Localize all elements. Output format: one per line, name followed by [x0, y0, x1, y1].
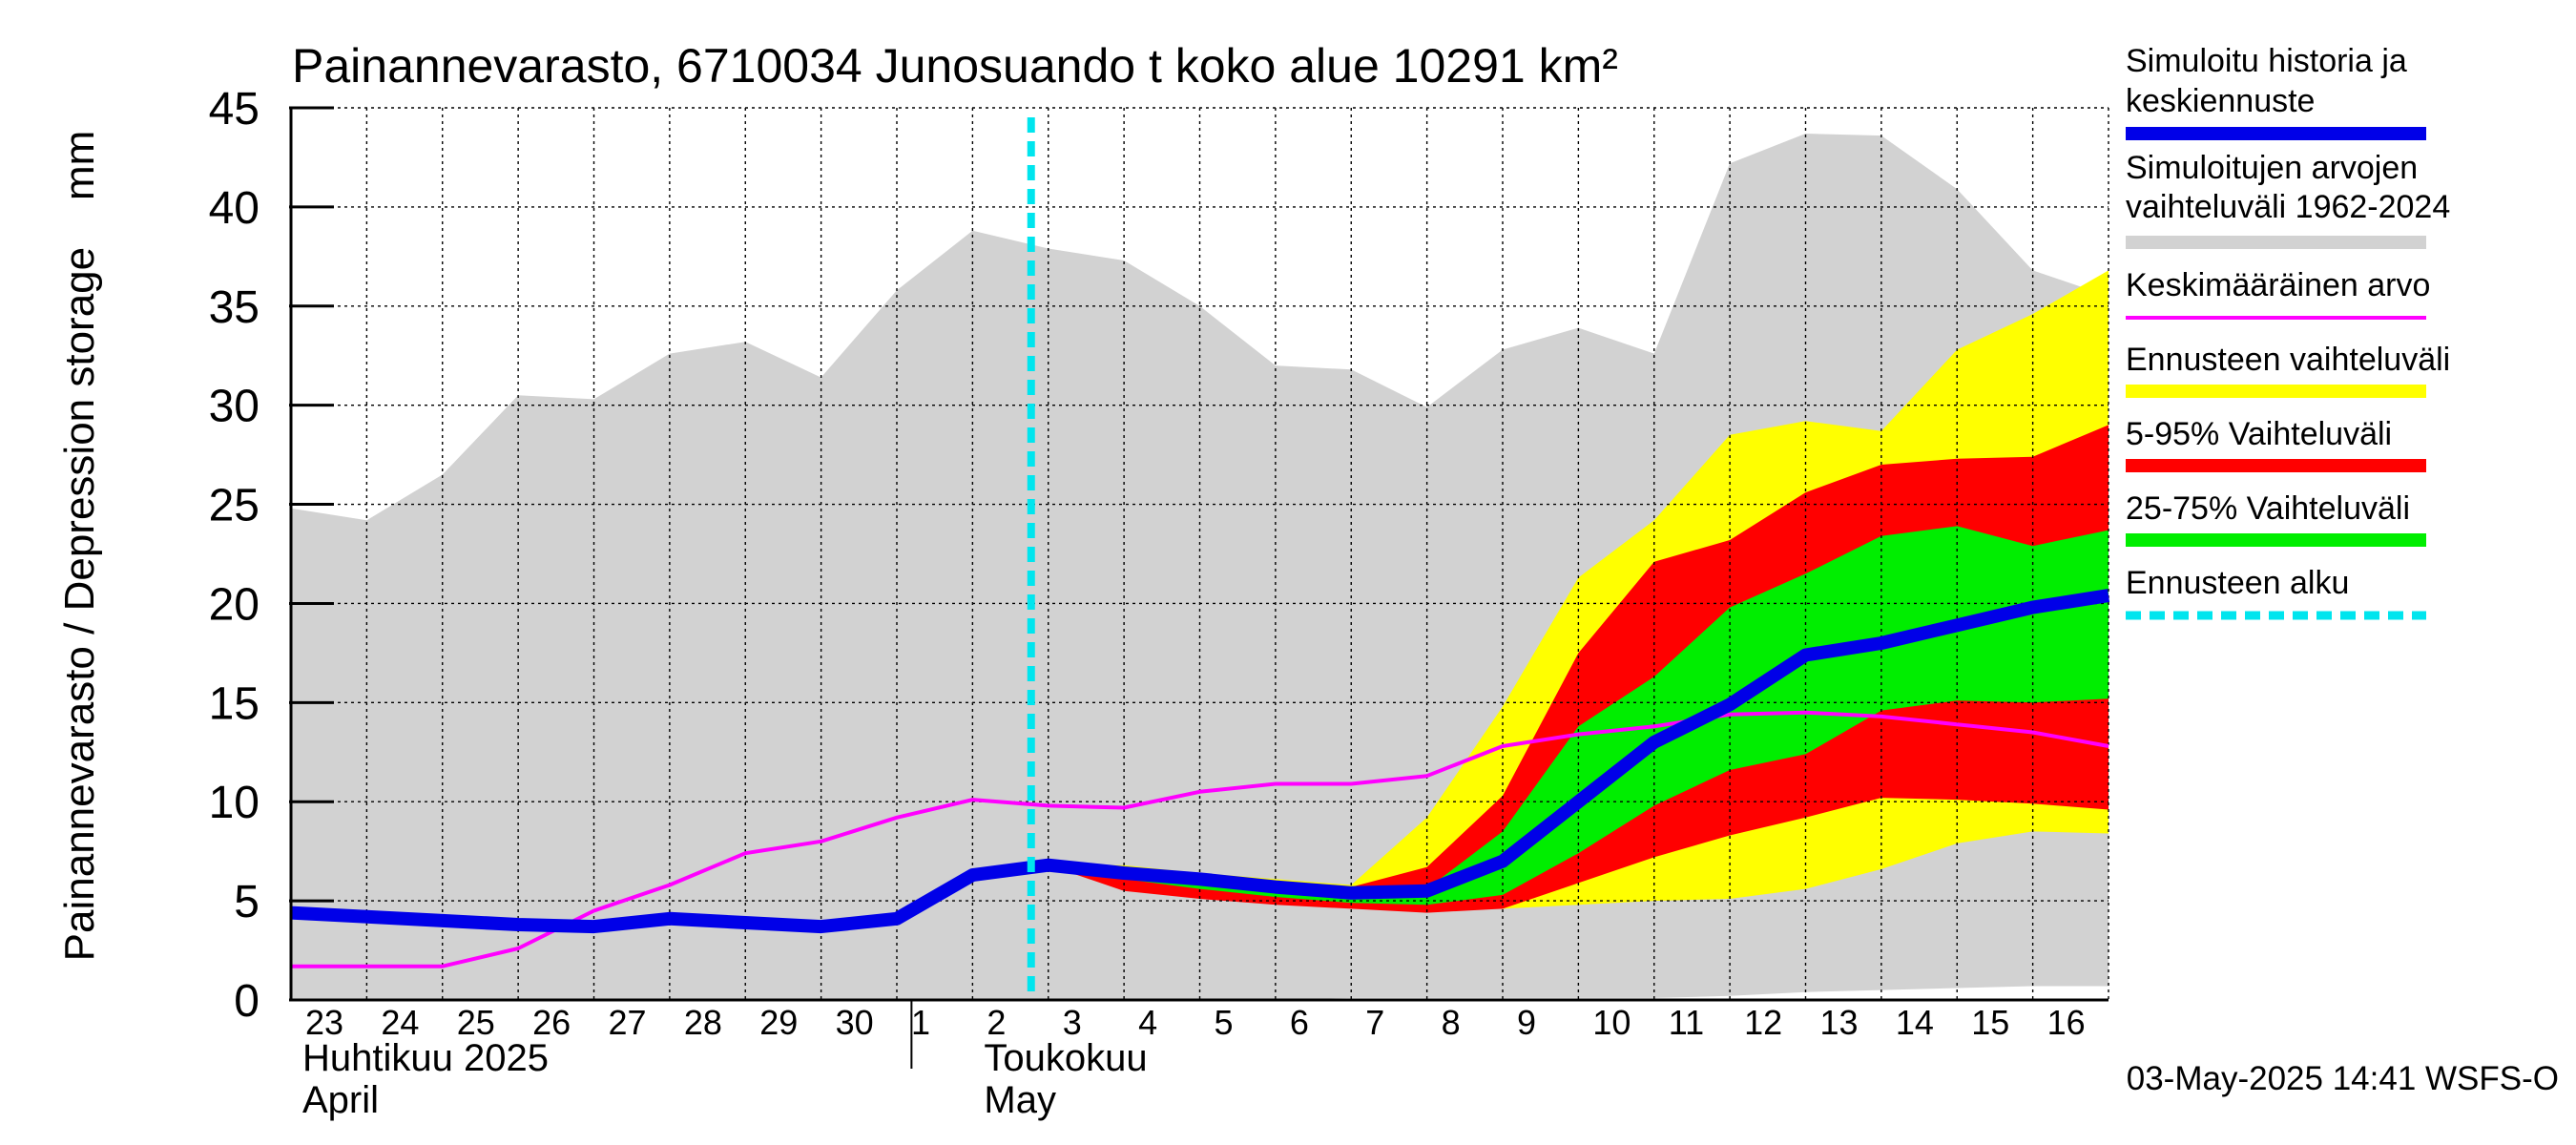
month-label-en: May	[984, 1079, 1056, 1121]
x-tick-label: 8	[1442, 1003, 1461, 1042]
text-layer: Painannevarasto, 6710034 Junosuando t ko…	[56, 39, 2559, 1121]
legend: Simuloitu historia ja keskiennuste Simuloi…	[2126, 43, 2450, 620]
x-tick-label: 24	[381, 1003, 419, 1042]
legend-label: keskiennuste	[2126, 83, 2315, 119]
y-tick-label: 5	[234, 877, 260, 927]
legend-label: Simuloitujen arvojen	[2126, 150, 2418, 186]
x-tick-label: 1	[911, 1003, 930, 1042]
legend-label: 25-75% Vaihteluväli	[2126, 490, 2410, 527]
legend-label: Ennusteen vaihteluväli	[2126, 342, 2450, 378]
month-label-fi: Huhtikuu 2025	[302, 1037, 549, 1079]
median-forecast-line	[290, 589, 2110, 934]
x-tick-label: 28	[684, 1003, 722, 1042]
x-tick-label: 15	[1971, 1003, 2009, 1042]
y-tick-label: 35	[209, 282, 260, 333]
x-tick-label: 16	[2047, 1003, 2086, 1042]
y-tick-label: 0	[234, 976, 260, 1027]
x-tick-label: 13	[1820, 1003, 1859, 1042]
x-tick-label: 25	[457, 1003, 495, 1042]
line-layer	[290, 117, 2110, 1000]
y-tick-label: 45	[209, 84, 260, 135]
x-tick-label: 3	[1063, 1003, 1082, 1042]
footer-timestamp: 03-May-2025 14:41 WSFS-O	[2127, 1060, 2559, 1097]
x-tick-label: 6	[1290, 1003, 1309, 1042]
y-tick-label: 10	[209, 778, 260, 828]
x-tick-label: 4	[1138, 1003, 1157, 1042]
x-tick-label: 14	[1896, 1003, 1934, 1042]
legend-label: 5-95% Vaihteluväli	[2126, 416, 2392, 452]
legend-label: Ennusteen alku	[2126, 565, 2349, 601]
axes-layer	[289, 106, 2109, 1069]
y-tick-label: 40	[209, 183, 260, 234]
x-tick-label: 26	[532, 1003, 571, 1042]
y-tick-label: 25	[209, 481, 260, 531]
x-tick-label: 2	[987, 1003, 1006, 1042]
band-25-75	[1048, 526, 2109, 906]
month-label-en: April	[302, 1079, 379, 1121]
y-tick-label: 15	[209, 678, 260, 729]
x-tick-label: 29	[759, 1003, 798, 1042]
mean-line	[291, 710, 2109, 968]
legend-label: Simuloitu historia ja	[2126, 43, 2407, 79]
chart-title: Painannevarasto, 6710034 Junosuando t ko…	[292, 39, 1618, 93]
x-tick-label: 11	[1669, 1003, 1704, 1042]
x-tick-label: 27	[609, 1003, 647, 1042]
y-tick-label: 30	[209, 382, 260, 432]
month-label-fi: Toukokuu	[984, 1037, 1147, 1079]
legend-label: vaihteluväli 1962-2024	[2126, 189, 2450, 225]
y-tick-label: 20	[209, 579, 260, 630]
x-tick-label: 23	[305, 1003, 343, 1042]
x-tick-label: 12	[1744, 1003, 1782, 1042]
grid-layer	[290, 107, 2109, 1001]
x-tick-label: 9	[1517, 1003, 1536, 1042]
x-tick-label: 10	[1592, 1003, 1631, 1042]
legend-label: Keskimääräinen arvo	[2126, 267, 2430, 303]
x-tick-label: 30	[836, 1003, 874, 1042]
x-tick-label: 7	[1365, 1003, 1384, 1042]
x-tick-label: 5	[1215, 1003, 1234, 1042]
y-axis-label: Painannevarasto / Depression storage mm	[56, 131, 103, 962]
